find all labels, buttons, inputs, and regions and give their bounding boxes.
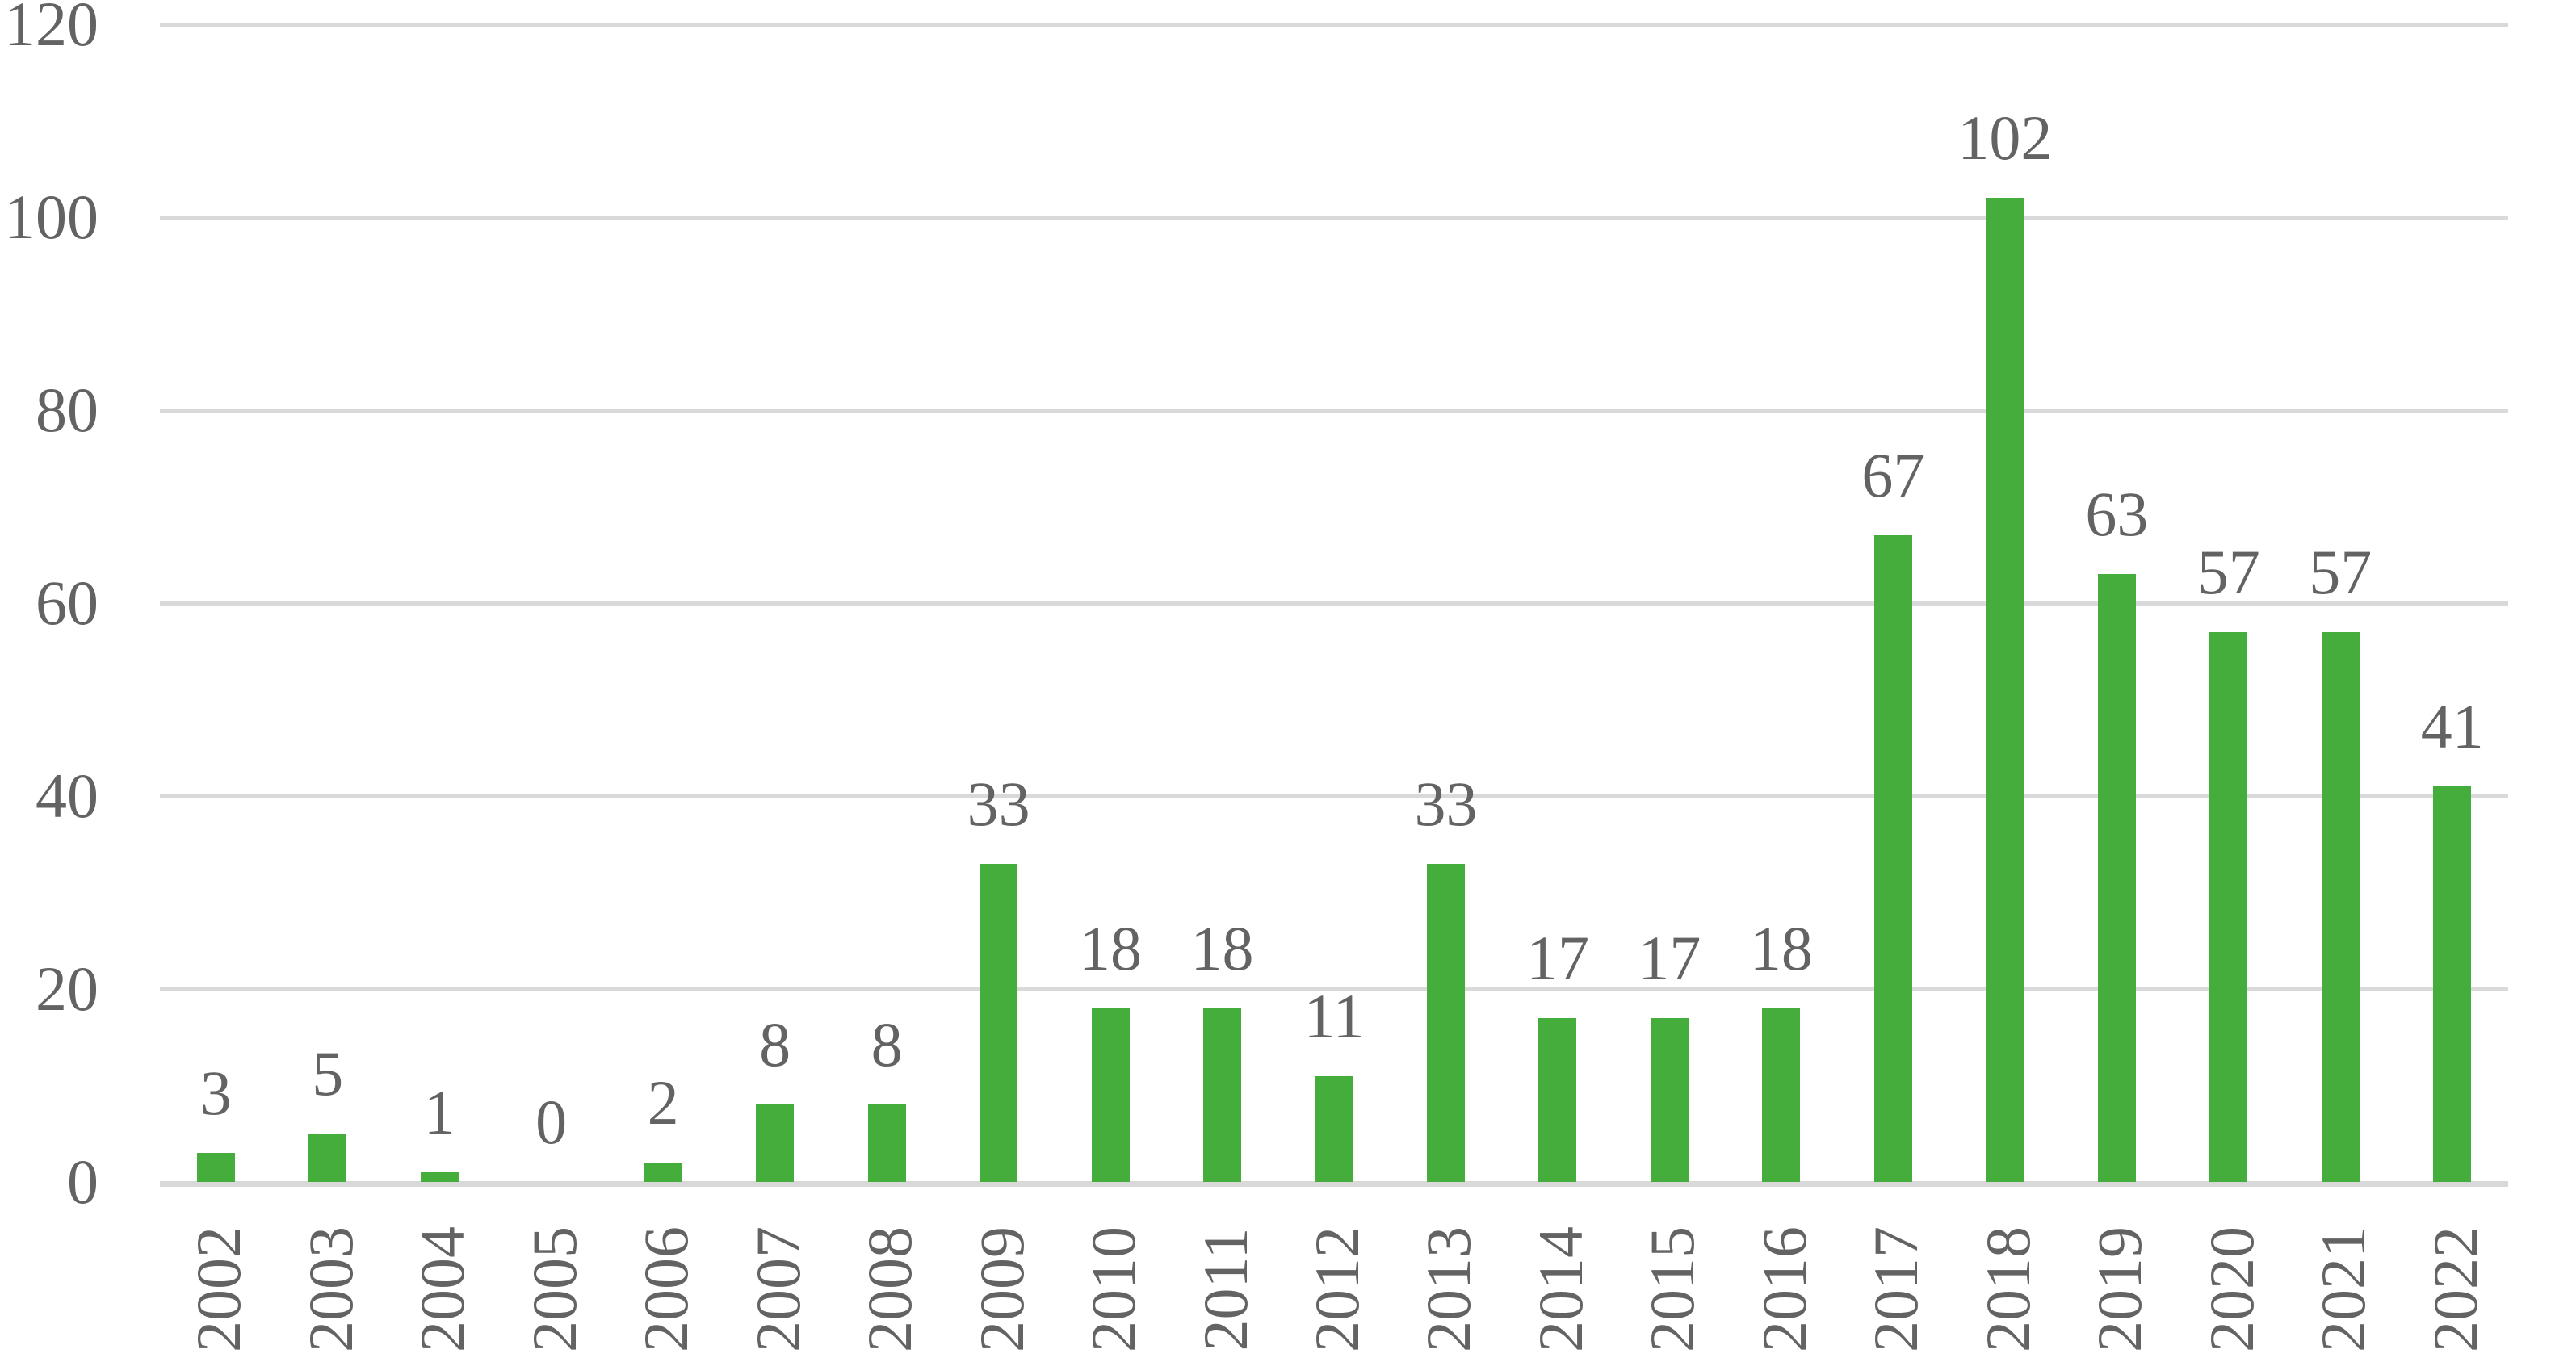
x-axis-tick-label: 2013 xyxy=(1413,1226,1484,1352)
x-axis-tick-label: 2003 xyxy=(295,1226,366,1352)
bar-2010 xyxy=(1091,1008,1130,1182)
bar-2014 xyxy=(1538,1017,1577,1182)
gridline xyxy=(160,987,2508,991)
x-axis-tick-label: 2018 xyxy=(1972,1226,2043,1352)
x-axis-tick-label: 2005 xyxy=(518,1226,589,1352)
x-axis-tick-label: 2019 xyxy=(2084,1226,2155,1352)
bar-value-label: 2 xyxy=(647,1067,679,1138)
gridline xyxy=(160,601,2508,606)
bar-2017 xyxy=(1873,535,1912,1182)
bar-value-label: 8 xyxy=(759,1009,791,1080)
bar-2013 xyxy=(1426,863,1465,1182)
bar-value-label: 18 xyxy=(1190,912,1254,983)
bar-2022 xyxy=(2433,786,2472,1182)
bar-2012 xyxy=(1315,1075,1353,1182)
bar-2020 xyxy=(2209,631,2248,1182)
bar-2015 xyxy=(1650,1017,1689,1182)
x-axis-tick-label: 2012 xyxy=(1302,1226,1372,1352)
x-axis-tick-label: 2002 xyxy=(183,1226,254,1352)
y-axis-tick-label: 120 xyxy=(4,0,99,59)
x-axis-tick-label: 2007 xyxy=(742,1226,813,1352)
x-axis-tick-label: 2006 xyxy=(631,1226,702,1352)
x-axis-tick-label: 2009 xyxy=(966,1226,1037,1352)
bar-value-label: 11 xyxy=(1303,980,1365,1051)
bar-2021 xyxy=(2321,631,2360,1182)
bar-value-label: 102 xyxy=(1957,103,2053,174)
bar-value-label: 67 xyxy=(1861,440,1925,511)
x-axis-tick-label: 2022 xyxy=(2419,1226,2490,1352)
x-axis-tick-label: 2021 xyxy=(2308,1226,2379,1352)
bar-2002 xyxy=(196,1153,235,1182)
bar-2008 xyxy=(867,1104,906,1182)
y-axis-tick-label: 100 xyxy=(4,182,99,252)
bar-value-label: 57 xyxy=(2196,536,2260,607)
bar-value-label: 17 xyxy=(1525,922,1589,993)
bar-value-label: 33 xyxy=(967,768,1030,839)
bar-value-label: 5 xyxy=(312,1038,344,1109)
bar-value-label: 8 xyxy=(871,1009,903,1080)
bar-value-label: 63 xyxy=(2085,479,2149,550)
bar-value-label: 0 xyxy=(535,1087,568,1157)
y-axis-tick-label: 20 xyxy=(36,953,99,1024)
y-axis-tick-label: 60 xyxy=(36,568,99,638)
bar-value-label: 18 xyxy=(1749,912,1813,983)
bar-2019 xyxy=(2097,574,2136,1182)
x-axis-tick-label: 2016 xyxy=(1748,1226,1819,1352)
x-axis-tick-label: 2011 xyxy=(1189,1227,1261,1352)
bar-2009 xyxy=(980,863,1018,1182)
bar-value-label: 1 xyxy=(423,1077,455,1148)
gridline xyxy=(160,409,2508,413)
bar-value-label: 57 xyxy=(2309,536,2373,607)
bar-value-label: 33 xyxy=(1414,768,1478,839)
x-axis-line xyxy=(160,1181,2508,1187)
y-axis-tick-label: 0 xyxy=(67,1146,99,1217)
bar-2011 xyxy=(1203,1008,1242,1182)
x-axis-tick-label: 2020 xyxy=(2196,1226,2267,1352)
y-axis-tick-label: 40 xyxy=(36,761,99,831)
x-axis-tick-label: 2017 xyxy=(1861,1226,1932,1352)
bar-value-label: 41 xyxy=(2420,691,2484,762)
bar-value-label: 18 xyxy=(1079,912,1143,983)
bar-2016 xyxy=(1762,1008,1801,1182)
x-axis-tick-label: 2004 xyxy=(407,1226,478,1352)
bar-value-label: 3 xyxy=(199,1058,232,1129)
bar-value-label: 17 xyxy=(1638,922,1701,993)
x-axis-tick-label: 2014 xyxy=(1525,1226,1596,1352)
bar-2007 xyxy=(756,1104,795,1182)
x-axis-tick-label: 2008 xyxy=(854,1226,925,1352)
y-axis-tick-label: 80 xyxy=(36,375,99,445)
gridline xyxy=(160,216,2508,220)
bar-2003 xyxy=(308,1134,347,1182)
bar-2006 xyxy=(644,1163,682,1182)
bar-2004 xyxy=(420,1172,459,1182)
bar-2018 xyxy=(1986,198,2024,1182)
gridline xyxy=(160,23,2508,27)
x-axis-tick-label: 2010 xyxy=(1078,1226,1149,1352)
gridline xyxy=(160,794,2508,798)
x-axis-tick-label: 2015 xyxy=(1637,1226,1708,1352)
